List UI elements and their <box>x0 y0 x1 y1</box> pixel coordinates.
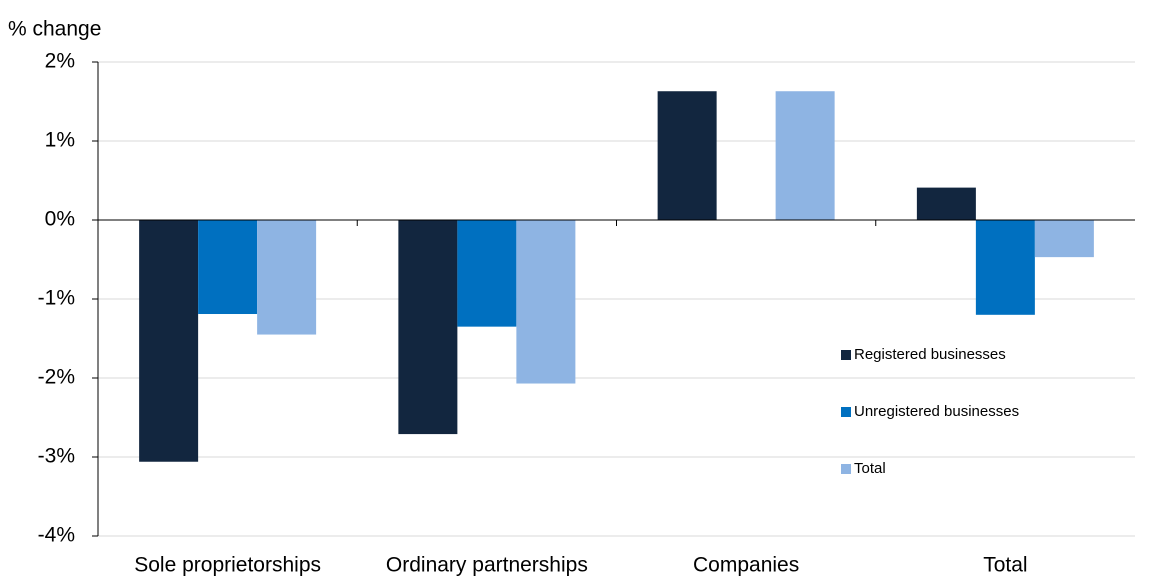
y-axis-title: % change <box>8 18 101 41</box>
y-tick-label: 0% <box>45 208 75 231</box>
x-tick-label: Companies <box>693 554 799 577</box>
bar <box>457 220 517 327</box>
legend-label: Total <box>854 460 886 477</box>
legend-swatch <box>841 464 851 474</box>
legend-swatch <box>841 407 851 417</box>
legend-label: Unregistered businesses <box>854 403 1019 420</box>
bar <box>975 220 1035 315</box>
legend-swatch <box>841 350 851 360</box>
bar <box>1034 220 1094 258</box>
bar <box>398 220 458 435</box>
bar <box>139 220 199 462</box>
bar <box>775 91 835 220</box>
x-tick-label: Sole proprietorships <box>134 554 321 577</box>
x-tick-label: Total <box>983 554 1027 577</box>
y-tick-label: -1% <box>38 287 75 310</box>
y-tick-label: 2% <box>45 50 75 73</box>
legend-label: Registered businesses <box>854 346 1006 363</box>
bar <box>198 220 258 315</box>
bar <box>257 220 317 335</box>
bar <box>916 187 976 220</box>
bar <box>657 91 717 220</box>
x-tick-label: Ordinary partnerships <box>386 554 588 577</box>
y-tick-label: -3% <box>38 445 75 468</box>
y-tick-label: 1% <box>45 129 75 152</box>
y-tick-label: -2% <box>38 366 75 389</box>
y-tick-label: -4% <box>38 524 75 547</box>
bar <box>516 220 576 384</box>
